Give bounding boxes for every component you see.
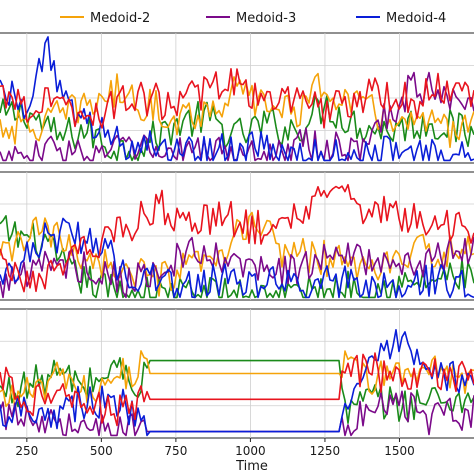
series-line-orange [0, 211, 474, 297]
x-tick-label: 500 [90, 444, 113, 458]
series-line-purple [0, 236, 474, 299]
x-tick-label: 1250 [310, 444, 341, 458]
legend-label-medoid-3: Medoid-3 [236, 11, 296, 26]
x-tick-label: 750 [164, 444, 187, 458]
legend-entry-medoid-4: Medoid-4 [356, 11, 446, 26]
legend-entry-medoid-2: Medoid-2 [60, 11, 150, 26]
series-line-red [0, 352, 474, 427]
x-tick-label: 250 [15, 444, 38, 458]
legend-label-medoid-2: Medoid-2 [90, 11, 150, 26]
series-line-red [0, 183, 474, 293]
panel-3 [0, 308, 474, 439]
panel-1 [0, 32, 474, 164]
x-tick-label: 1000 [235, 444, 266, 458]
legend: Medoid-2 Medoid-3 Medoid-4 [60, 11, 446, 26]
x-axis: 250 500 750 1000 1250 1500 [15, 438, 415, 458]
series-line-blue [0, 36, 474, 162]
legend-label-medoid-4: Medoid-4 [386, 11, 446, 26]
legend-entry-medoid-3: Medoid-3 [206, 11, 296, 26]
x-tick-label: 1500 [384, 444, 415, 458]
panel-2 [0, 171, 474, 301]
series-line-blue [0, 329, 474, 437]
x-axis-label: Time [235, 459, 268, 474]
series-line-blue [0, 217, 474, 299]
series-line-red [0, 68, 474, 129]
plot-panels [0, 32, 474, 439]
